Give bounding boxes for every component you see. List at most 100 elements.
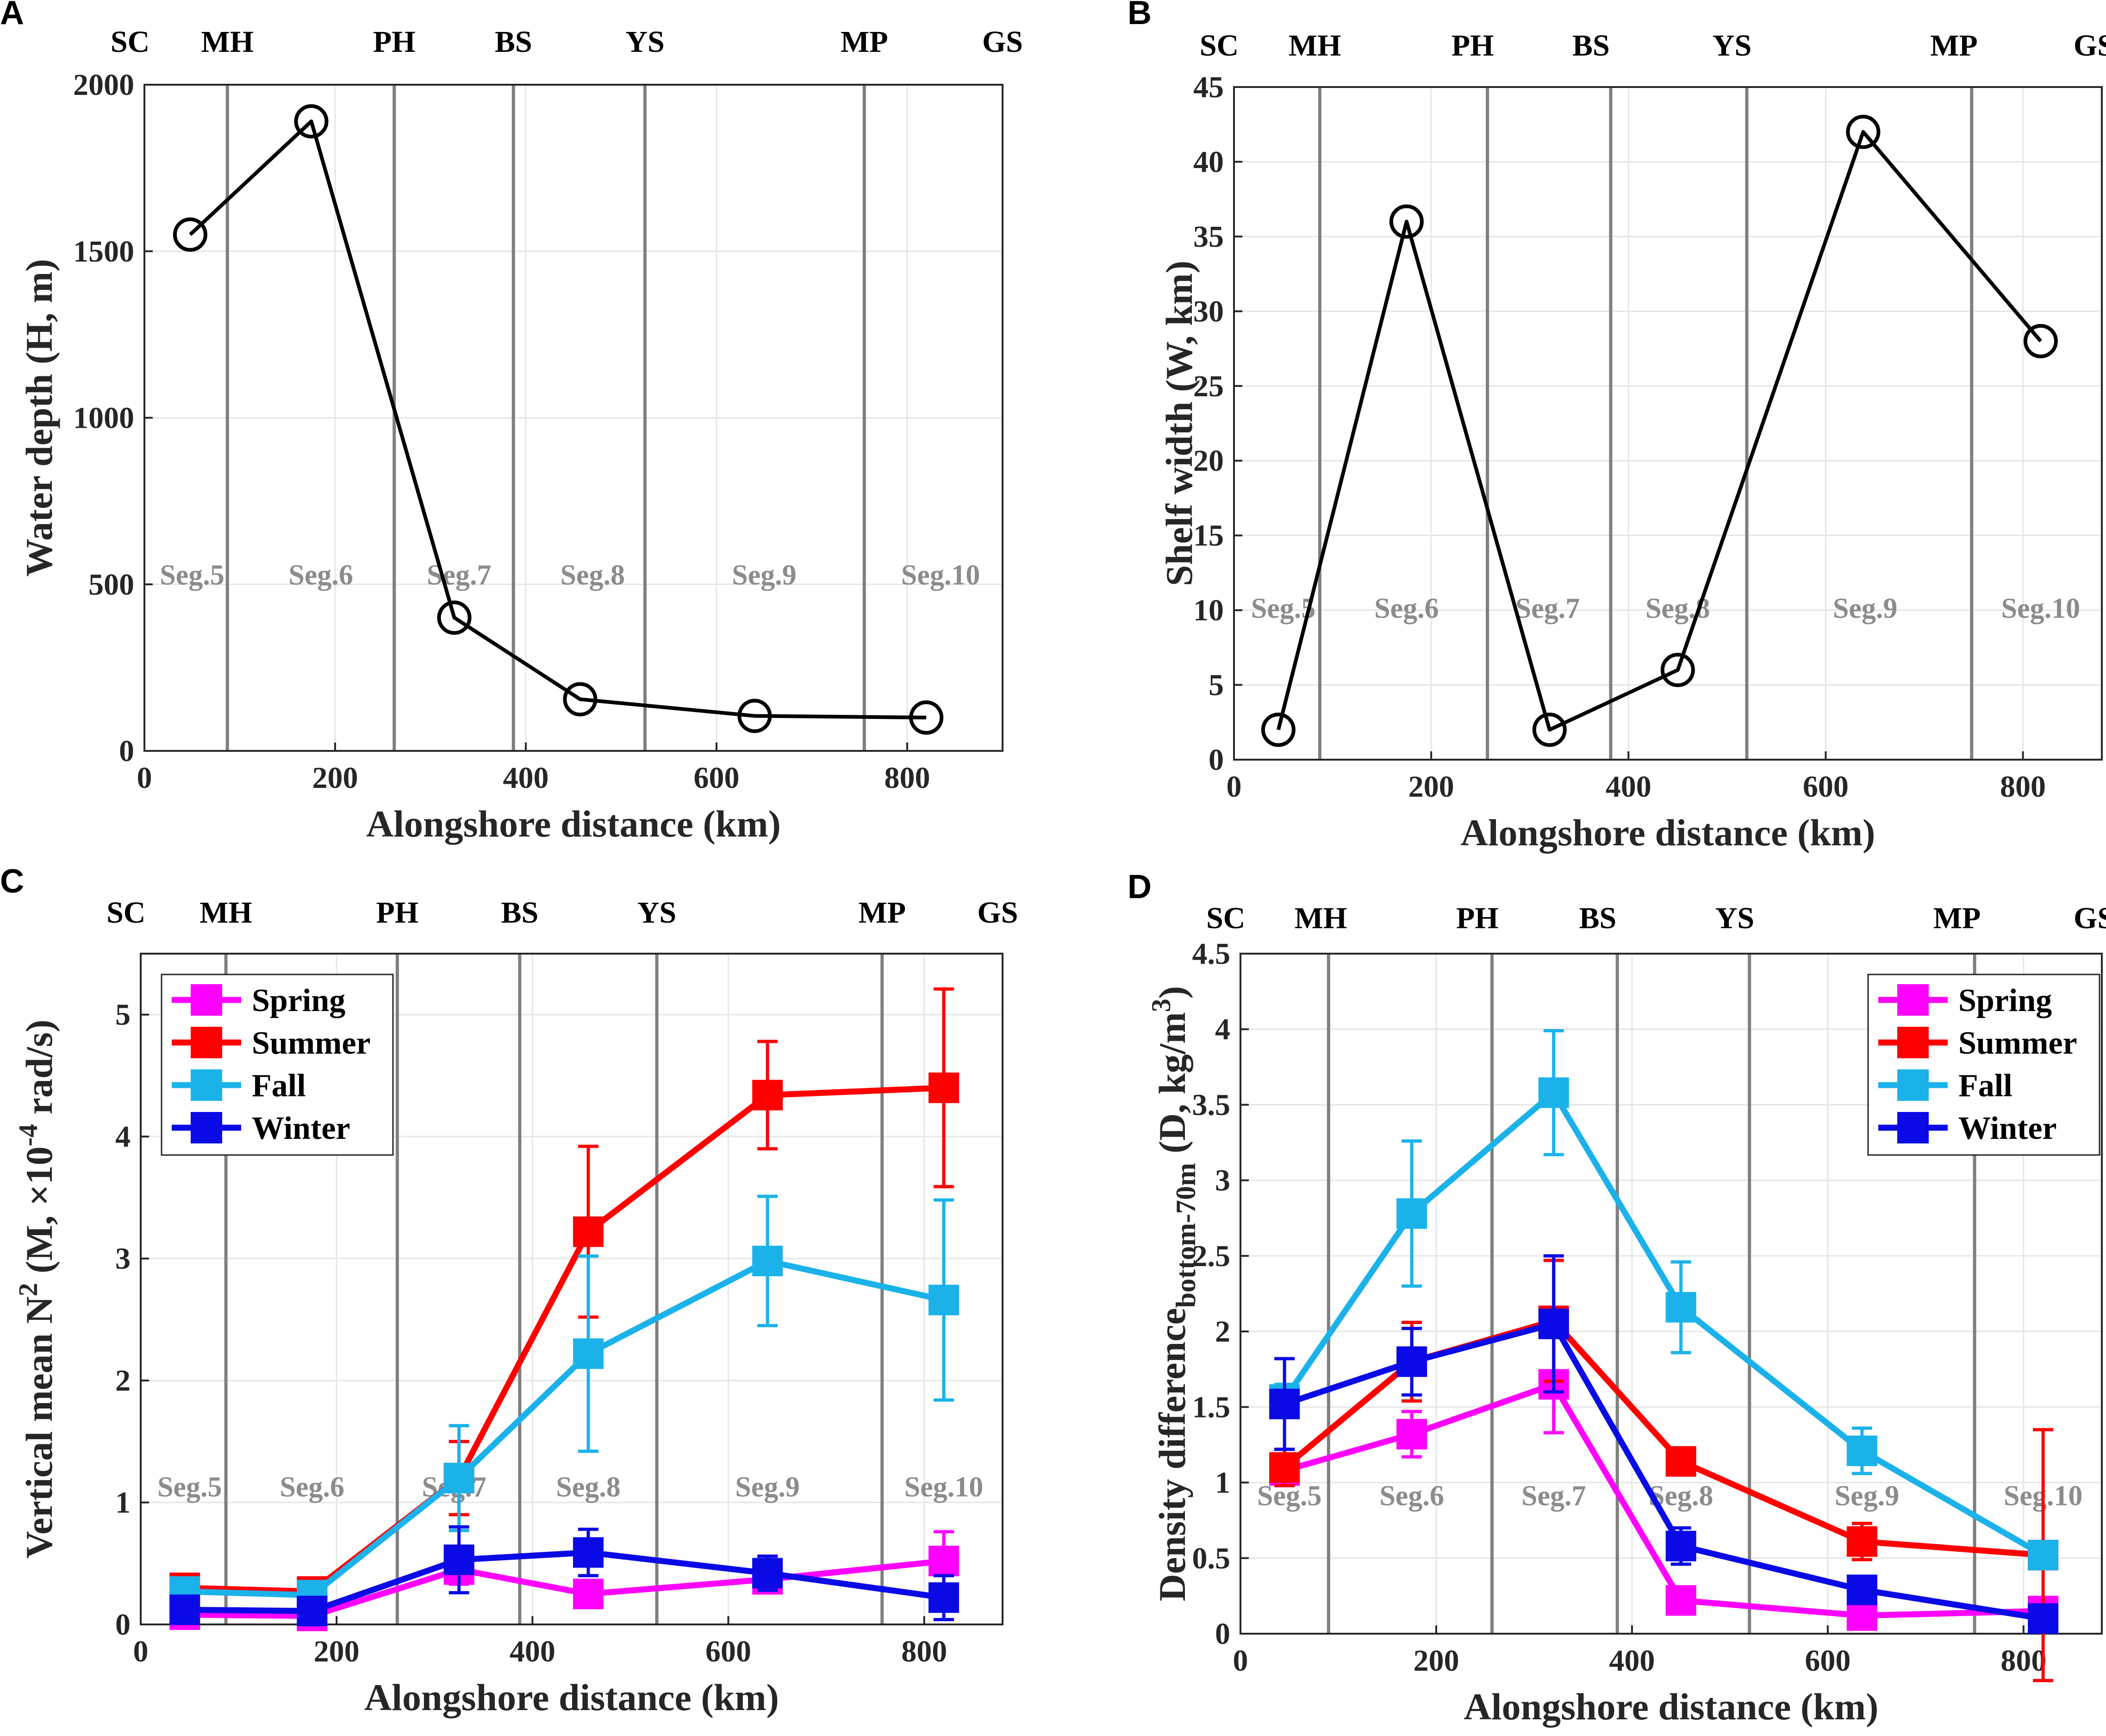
x-tick-label: 800: [2000, 770, 2046, 804]
panel-letter: A: [0, 0, 24, 31]
panel-b: B 0 200 400 600 800 0 5 10 15 20 25 30 35 40 45 SC MH PH BS…: [1128, 0, 2106, 854]
series-line-winter: [185, 1549, 944, 1614]
x-tick-label: 400: [1606, 770, 1651, 804]
y-axis-label: Shelf width (W, km): [1158, 261, 1200, 586]
data-point: [563, 682, 598, 717]
panel-letter: D: [1128, 868, 1152, 905]
legend-label-summer: Summer: [252, 1025, 371, 1061]
region-label: MH: [199, 896, 252, 930]
region-label: YS: [637, 896, 676, 930]
region-label: SC: [1206, 901, 1245, 935]
data-point: [2023, 324, 2058, 358]
y-tick-label: 0: [1209, 743, 1224, 777]
x-tick-label: 400: [510, 1635, 555, 1668]
legend-label-spring: Spring: [252, 983, 345, 1018]
data-point-fall: [1846, 1436, 1877, 1467]
y-axis-label-part: ): [1151, 986, 1193, 999]
region-label: PH: [376, 896, 419, 930]
region-label: GS: [2074, 29, 2106, 62]
x-tick-label: 200: [1413, 1644, 1459, 1678]
data-point-winter: [169, 1594, 200, 1625]
y-tick-label: 1.5: [1192, 1390, 1231, 1424]
x-tick-label: 400: [1609, 1644, 1655, 1678]
legend-marker-fall: [1897, 1069, 1929, 1101]
data-point: [737, 699, 772, 733]
data-point-winter: [928, 1582, 960, 1613]
data-point-spring: [573, 1579, 604, 1610]
y-tick-label: 0: [119, 734, 134, 768]
segment-label: Seg.10: [2001, 593, 2081, 624]
y-tick-label: 1000: [73, 401, 134, 435]
region-label: MH: [1295, 901, 1347, 935]
data-point-spring: [928, 1546, 960, 1577]
legend-label-fall: Fall: [1958, 1068, 2013, 1104]
x-axis-label: Alongshore distance (km): [364, 1676, 779, 1718]
segment-label: Seg.5: [160, 559, 224, 591]
data-point: [437, 600, 472, 635]
series-line-fall: [1282, 1089, 2045, 1558]
x-tick-label: 200: [314, 1635, 360, 1668]
y-axis-label: Density differencebottom-70m (D, kg/m3): [1146, 986, 1201, 1601]
data-point-spring: [1665, 1585, 1696, 1616]
panel-letter: B: [1128, 0, 1152, 31]
data-point-winter: [297, 1596, 328, 1627]
series-line-data: [1277, 130, 2042, 732]
y-tick-label: 45: [1193, 70, 1224, 104]
series-line-summer: [185, 1085, 944, 1595]
y-axis-label-part: (M, ×10: [18, 1146, 60, 1283]
data-point-fall: [1538, 1077, 1569, 1108]
x-tick-label: 600: [1805, 1644, 1851, 1678]
y-tick-label: 2000: [73, 68, 134, 102]
data-point-summer: [573, 1216, 604, 1247]
region-label: PH: [373, 25, 416, 59]
data-point-winter: [752, 1558, 783, 1589]
y-tick-label: 5: [1209, 668, 1224, 702]
legend: Spring Summer Fall Winter: [161, 974, 394, 1156]
data-point-summer: [928, 1072, 960, 1103]
x-tick-label: 0: [137, 761, 152, 795]
segment-label: Seg.10: [904, 1471, 984, 1503]
y-tick-label: 4.5: [1192, 937, 1231, 971]
region-label: MP: [1930, 29, 1978, 62]
region-label: GS: [977, 896, 1018, 930]
x-tick-label: 400: [503, 761, 549, 795]
segment-label: Seg.6: [1379, 1480, 1444, 1512]
y-tick-label: 2: [115, 1364, 131, 1398]
x-tick-label: 0: [133, 1635, 149, 1668]
region-label: GS: [2074, 901, 2106, 935]
region-label: PH: [1456, 901, 1499, 935]
data-point: [1660, 653, 1695, 687]
data-point-fall: [928, 1285, 960, 1316]
axes-box: [1233, 86, 2103, 761]
data-point-summer: [1665, 1446, 1696, 1477]
segment-label: Seg.5: [157, 1471, 222, 1503]
region-label: MP: [841, 25, 888, 59]
segment-label: Seg.7: [427, 559, 492, 591]
x-tick-label: 0: [1227, 770, 1242, 804]
region-label: BS: [495, 25, 532, 59]
segment-label: Seg.9: [1833, 593, 1898, 624]
segment-label: Seg.9: [1835, 1480, 1900, 1512]
x-tick-label: 800: [885, 761, 930, 795]
data-point-winter: [1846, 1574, 1877, 1605]
y-axis-label-superscript: 3: [1146, 999, 1176, 1012]
x-tick-label: 600: [705, 1635, 751, 1668]
segment-label: Seg.8: [560, 559, 625, 591]
region-label: MP: [858, 896, 906, 930]
data-point-summer: [752, 1080, 783, 1111]
region-label: GS: [982, 25, 1023, 59]
segment-label: Seg.7: [1521, 1480, 1586, 1512]
x-tick-label: 600: [694, 761, 740, 795]
x-axis-label: Alongshore distance (km): [1464, 1686, 1879, 1728]
data-point: [909, 700, 944, 735]
region-label: BS: [501, 896, 538, 930]
data-point-fall: [1396, 1198, 1427, 1229]
data-point-summer: [1846, 1526, 1877, 1557]
series-line-data: [189, 119, 927, 720]
x-tick-label: 800: [2000, 1644, 2046, 1678]
region-label: YS: [1713, 29, 1751, 62]
data-point: [1846, 114, 1881, 149]
data-point-winter: [573, 1537, 604, 1568]
y-tick-label: 20: [1193, 444, 1224, 478]
